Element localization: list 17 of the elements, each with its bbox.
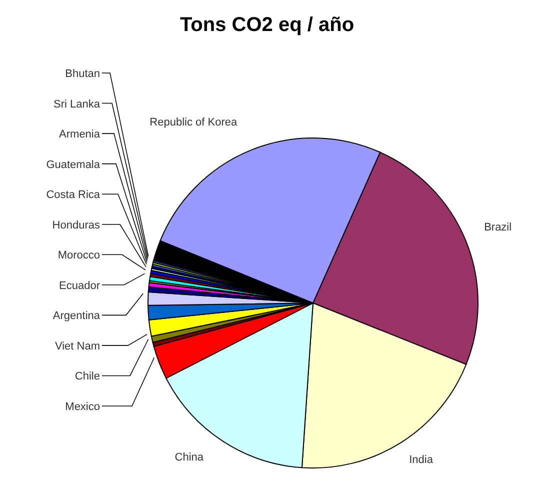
slice-label: Armenia <box>59 128 101 141</box>
slice-label: Bhutan <box>65 68 100 80</box>
slice-label: Guatemala <box>46 158 101 171</box>
slice-label: Sri Lanka <box>54 98 101 110</box>
slice-label: Mexico <box>65 401 100 413</box>
slice-label: Chile <box>74 370 100 383</box>
slice-label: Brazil <box>484 222 512 234</box>
slice-label: Costa Rica <box>46 189 101 202</box>
slice-label: India <box>409 454 434 466</box>
slice-label: Argentina <box>52 310 101 322</box>
slice-label: Republic of Korea <box>150 116 238 129</box>
slice-label: Ecuador <box>59 280 100 292</box>
slice-label: Viet Nam <box>54 340 100 352</box>
slice-label: China <box>174 452 204 464</box>
slice-label: Honduras <box>52 219 100 232</box>
slice-label: Morocco <box>58 250 100 262</box>
chart-title: Tons CO2 eq / año <box>178 14 356 37</box>
